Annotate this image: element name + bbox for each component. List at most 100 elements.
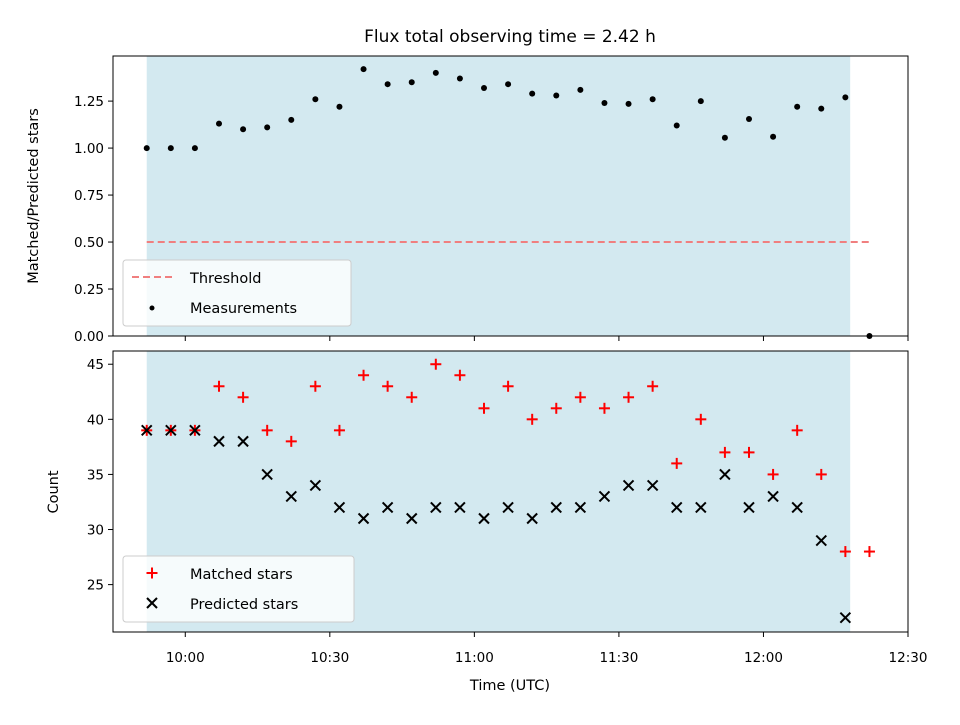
matched-star-point bbox=[237, 391, 249, 403]
predicted-star-point bbox=[213, 435, 225, 448]
predicted-star-point bbox=[598, 490, 611, 503]
predicted-star-point bbox=[165, 424, 177, 437]
matched-star-point bbox=[261, 424, 273, 436]
x-tick-label: 12:00 bbox=[744, 650, 783, 666]
matched-star-point bbox=[598, 402, 610, 414]
predicted-star-point bbox=[791, 501, 803, 514]
top-y-axis-label: Matched/Predicted stars bbox=[26, 108, 42, 284]
x-tick-label: 11:30 bbox=[599, 650, 638, 666]
predicted-star-point bbox=[574, 501, 587, 514]
measurement-point bbox=[721, 134, 728, 141]
measurement-point bbox=[264, 124, 271, 131]
predicted-star-point bbox=[381, 501, 394, 514]
x-tick-label: 10:00 bbox=[166, 650, 205, 666]
matched-star-point bbox=[502, 380, 514, 392]
top-plot-frame bbox=[112, 55, 909, 337]
measurement-point bbox=[481, 84, 487, 91]
measurement-point bbox=[336, 103, 343, 110]
matched-star-point bbox=[430, 358, 442, 370]
top-y-tick-label: 1.25 bbox=[74, 94, 104, 110]
matched-star-point bbox=[767, 468, 779, 480]
predicted-star-point bbox=[357, 512, 370, 525]
matched-legend-label: Matched stars bbox=[190, 567, 293, 583]
bottom-plot-frame bbox=[112, 350, 909, 633]
predicted-star-point bbox=[189, 424, 201, 437]
predicted-star-point bbox=[719, 468, 731, 481]
predicted-star-point bbox=[237, 435, 249, 448]
predicted-star-point bbox=[478, 512, 490, 525]
predicted-star-point bbox=[430, 501, 442, 514]
top-y-tick-label: 0.75 bbox=[74, 188, 104, 204]
measurement-point bbox=[794, 103, 801, 110]
matched-star-point bbox=[309, 380, 321, 392]
bottom-legend-box bbox=[122, 555, 355, 623]
matched-star-point bbox=[333, 424, 345, 436]
matched-star-point bbox=[574, 391, 586, 403]
predicted-star-point bbox=[622, 479, 635, 492]
predicted-star-point bbox=[454, 501, 466, 514]
matched-star-point bbox=[647, 380, 659, 392]
measurement-point bbox=[601, 99, 608, 106]
x-tick-label: 12:30 bbox=[889, 650, 928, 666]
measurement-point bbox=[505, 81, 512, 88]
predicted-legend-label: Predicted stars bbox=[190, 597, 298, 613]
measurement-point bbox=[529, 90, 536, 97]
measurement-point bbox=[625, 100, 632, 107]
bottom-y-tick-label: 25 bbox=[87, 578, 104, 594]
measurement-point bbox=[143, 145, 150, 152]
matched-star-point bbox=[815, 468, 827, 480]
predicted-star-point bbox=[309, 479, 322, 492]
matched-star-point bbox=[623, 391, 635, 403]
x-tick-label: 10:30 bbox=[310, 650, 349, 666]
bottom-legend: Matched stars Predicted stars bbox=[122, 555, 355, 623]
measurement-point bbox=[770, 133, 777, 140]
predicted-star-point bbox=[767, 490, 779, 503]
predicted-star-point bbox=[839, 611, 852, 624]
predicted-star-point bbox=[695, 501, 707, 514]
measurement-point bbox=[191, 145, 198, 152]
matched-star-point bbox=[695, 413, 707, 425]
matched-star-point bbox=[406, 391, 418, 403]
matched-star-point bbox=[382, 380, 394, 392]
measurement-point bbox=[167, 145, 174, 152]
measurement-point bbox=[312, 96, 319, 103]
top-legend: Threshold Measurements bbox=[122, 259, 352, 327]
matched-star-point bbox=[791, 424, 803, 436]
matched-star-point bbox=[454, 369, 466, 381]
measurement-point bbox=[216, 120, 222, 127]
predicted-star-point bbox=[550, 501, 562, 514]
bottom-y-tick-label: 35 bbox=[87, 467, 104, 483]
top-legend-box bbox=[122, 259, 352, 327]
bottom-count-panel: 25 30 35 40 45 10:00 10:30 11:00 11:30 12:00 12:30… bbox=[87, 350, 928, 666]
matched-star-point bbox=[863, 546, 875, 558]
bottom-y-tick-label: 45 bbox=[87, 357, 104, 373]
matched-star-point bbox=[719, 446, 731, 458]
top-y-tick-label: 1.00 bbox=[74, 141, 104, 157]
measurements-legend-swatch bbox=[149, 305, 155, 311]
predicted-legend-swatch bbox=[146, 597, 158, 609]
predicted-star-point bbox=[815, 534, 827, 547]
measurement-point bbox=[673, 122, 680, 129]
predicted-star-point bbox=[141, 424, 153, 437]
bottom-y-tick-label: 30 bbox=[87, 523, 104, 539]
matched-star-point bbox=[839, 546, 851, 558]
measurement-point bbox=[697, 98, 704, 105]
predicted-star-point bbox=[261, 468, 273, 481]
top-y-tick-label: 0.00 bbox=[74, 329, 104, 345]
predicted-star-point bbox=[526, 512, 538, 525]
bottom-y-tick-label: 40 bbox=[87, 412, 104, 428]
x-axis-label: Time (UTC) bbox=[469, 678, 550, 694]
matched-star-point bbox=[213, 380, 225, 392]
matched-star-point bbox=[743, 446, 755, 458]
threshold-legend-label: Threshold bbox=[189, 271, 261, 287]
predicted-star-point bbox=[285, 490, 297, 503]
measurement-point bbox=[360, 66, 367, 73]
measurement-point bbox=[842, 94, 849, 101]
predicted-star-point bbox=[333, 501, 346, 514]
predicted-star-point bbox=[671, 501, 683, 514]
measurement-point bbox=[746, 115, 752, 122]
predicted-star-point bbox=[743, 501, 755, 514]
measurement-point bbox=[818, 105, 825, 112]
measurement-point bbox=[577, 86, 584, 93]
matched-star-point bbox=[671, 457, 683, 469]
